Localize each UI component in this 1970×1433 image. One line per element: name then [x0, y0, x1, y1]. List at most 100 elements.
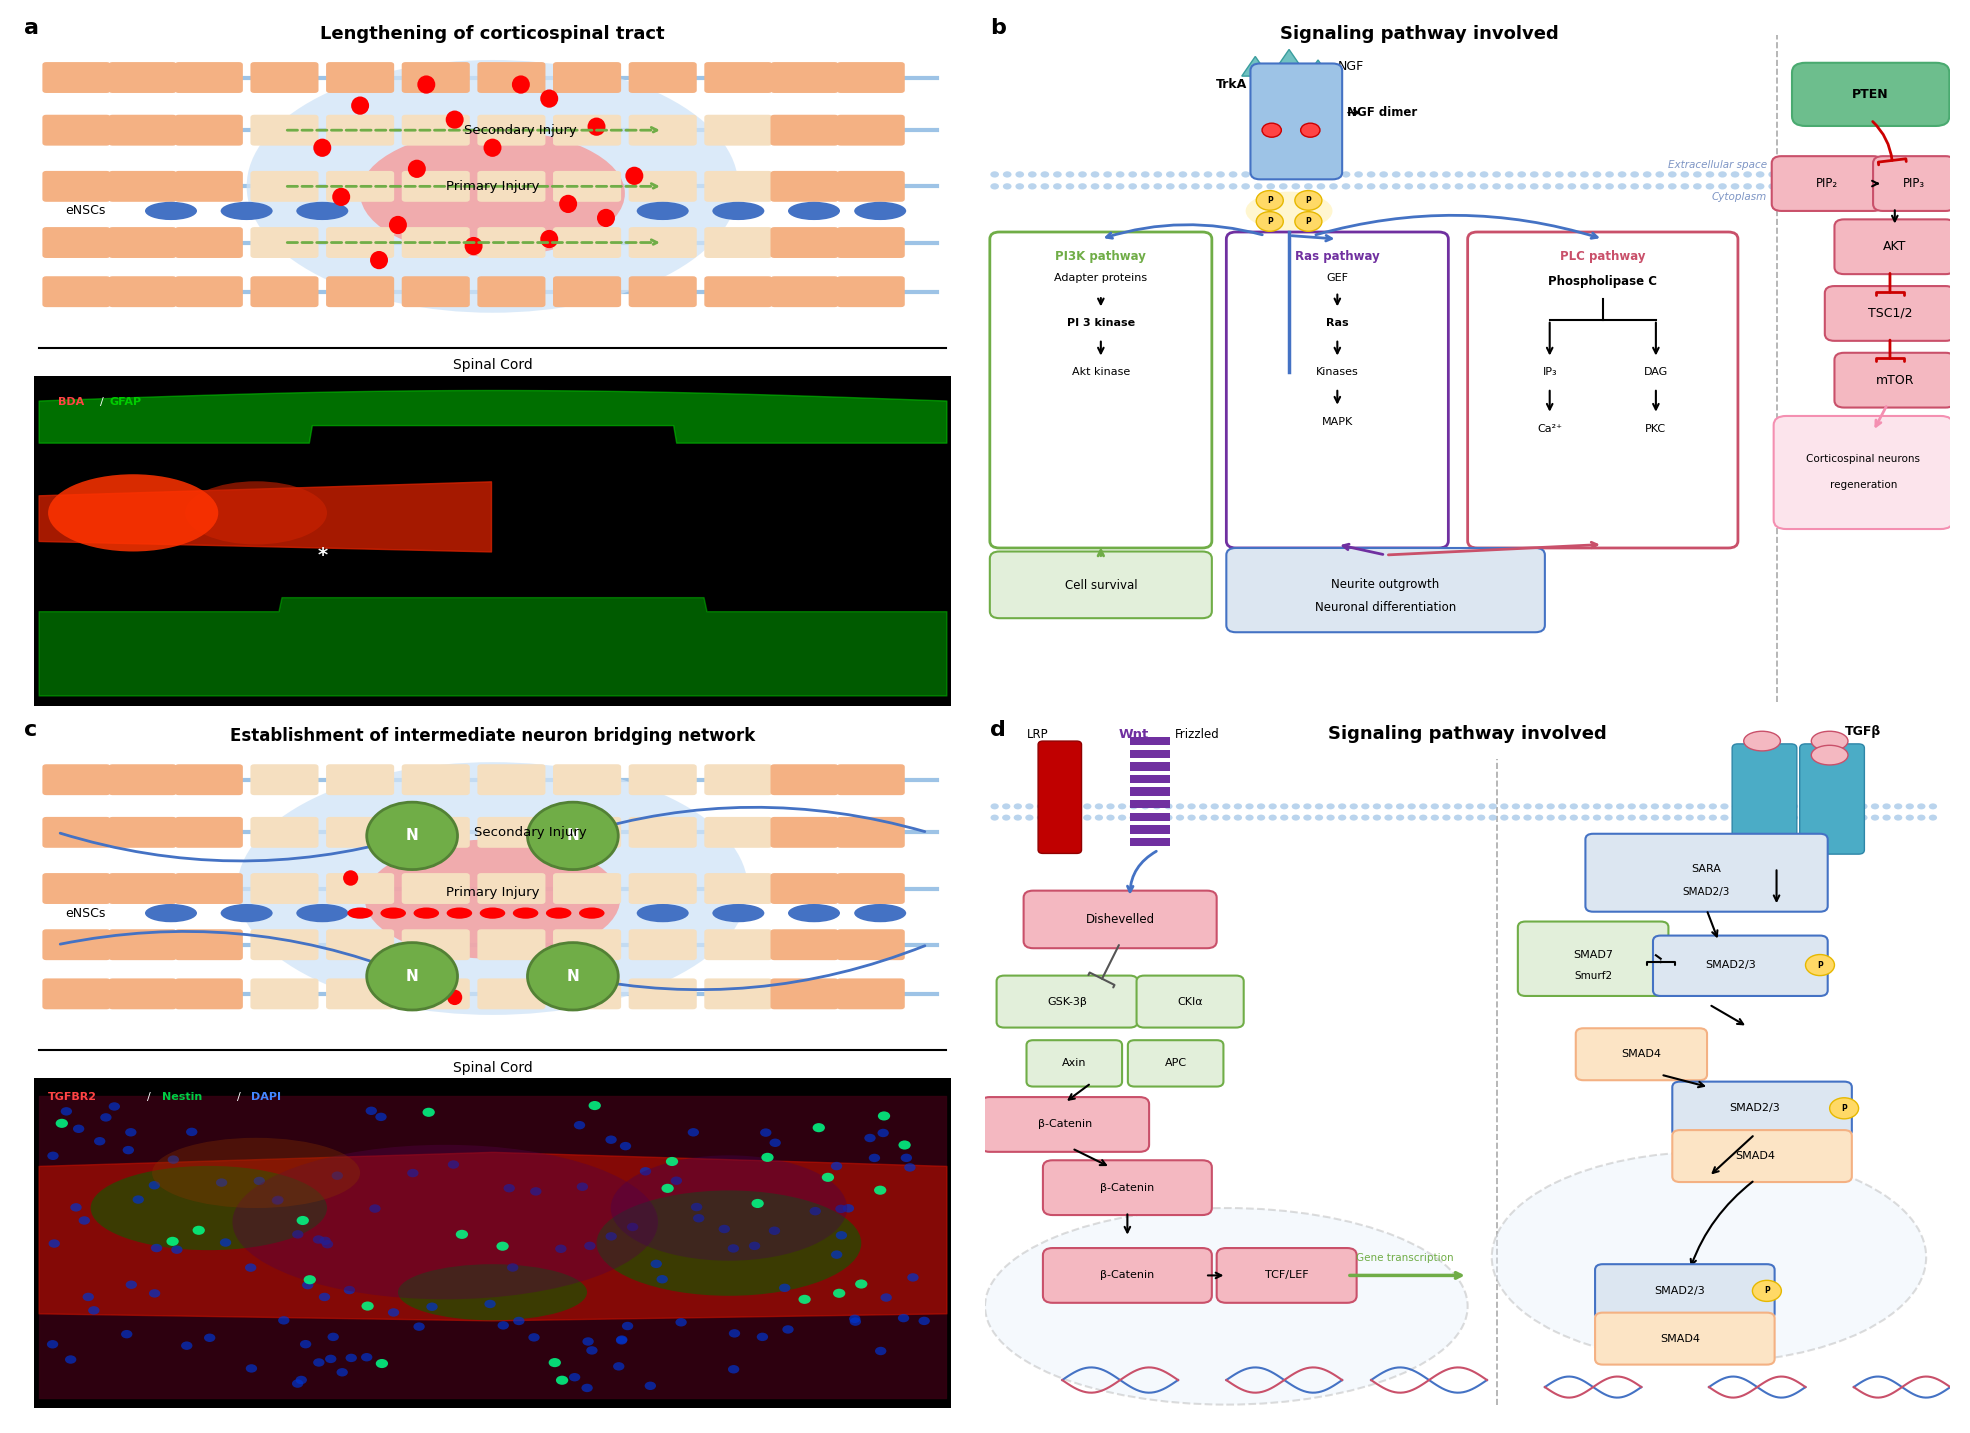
- Ellipse shape: [47, 474, 219, 552]
- Text: Neurite outgrowth: Neurite outgrowth: [1332, 577, 1440, 590]
- FancyBboxPatch shape: [327, 226, 394, 258]
- Circle shape: [1316, 172, 1326, 178]
- FancyBboxPatch shape: [108, 817, 177, 848]
- FancyBboxPatch shape: [770, 277, 839, 307]
- FancyBboxPatch shape: [43, 62, 110, 93]
- Circle shape: [1479, 183, 1489, 189]
- Circle shape: [1655, 172, 1665, 178]
- Ellipse shape: [546, 907, 571, 919]
- FancyBboxPatch shape: [705, 277, 772, 307]
- Circle shape: [1117, 804, 1127, 810]
- Circle shape: [1651, 814, 1659, 821]
- Circle shape: [810, 1207, 821, 1215]
- FancyBboxPatch shape: [554, 115, 621, 146]
- FancyBboxPatch shape: [770, 764, 839, 795]
- Circle shape: [1361, 814, 1369, 821]
- Circle shape: [65, 1356, 77, 1364]
- Ellipse shape: [370, 251, 388, 269]
- Circle shape: [504, 1184, 514, 1192]
- Text: PI 3 kinase: PI 3 kinase: [1068, 318, 1135, 328]
- Text: Kinases: Kinases: [1316, 367, 1359, 377]
- Circle shape: [1743, 804, 1751, 810]
- Text: SMAD2/3: SMAD2/3: [1655, 1285, 1706, 1295]
- FancyBboxPatch shape: [705, 979, 772, 1009]
- Circle shape: [1594, 804, 1602, 810]
- FancyBboxPatch shape: [628, 979, 697, 1009]
- FancyBboxPatch shape: [43, 277, 110, 307]
- FancyBboxPatch shape: [402, 764, 469, 795]
- Circle shape: [1300, 123, 1320, 138]
- FancyBboxPatch shape: [837, 929, 904, 960]
- Circle shape: [1582, 814, 1590, 821]
- Circle shape: [1594, 814, 1602, 821]
- Circle shape: [569, 1373, 581, 1381]
- Ellipse shape: [152, 1138, 361, 1208]
- FancyBboxPatch shape: [43, 817, 110, 848]
- Circle shape: [1141, 172, 1150, 178]
- Circle shape: [1615, 804, 1625, 810]
- FancyBboxPatch shape: [250, 171, 319, 202]
- Text: Frizzled: Frizzled: [1174, 728, 1219, 741]
- Circle shape: [1781, 172, 1789, 178]
- Circle shape: [1627, 814, 1635, 821]
- Circle shape: [1430, 814, 1438, 821]
- Circle shape: [1743, 183, 1751, 189]
- Circle shape: [1342, 183, 1349, 189]
- Text: eNSCs: eNSCs: [65, 907, 106, 920]
- Ellipse shape: [296, 202, 349, 221]
- Circle shape: [414, 1323, 426, 1331]
- Circle shape: [1706, 172, 1714, 178]
- Circle shape: [1326, 804, 1336, 810]
- Circle shape: [1929, 814, 1937, 821]
- Circle shape: [1732, 172, 1740, 178]
- FancyBboxPatch shape: [989, 232, 1212, 547]
- FancyBboxPatch shape: [705, 226, 772, 258]
- Ellipse shape: [579, 907, 605, 919]
- Ellipse shape: [788, 904, 839, 923]
- Circle shape: [1631, 183, 1639, 189]
- Circle shape: [727, 1244, 739, 1252]
- Circle shape: [719, 1225, 731, 1234]
- Circle shape: [528, 1333, 540, 1341]
- Bar: [1131, 787, 1170, 795]
- FancyBboxPatch shape: [402, 62, 469, 93]
- Circle shape: [875, 1347, 887, 1356]
- Circle shape: [749, 1241, 760, 1250]
- Circle shape: [1604, 804, 1613, 810]
- Circle shape: [1373, 804, 1381, 810]
- Ellipse shape: [333, 188, 351, 206]
- FancyBboxPatch shape: [628, 62, 697, 93]
- Circle shape: [217, 1178, 227, 1187]
- FancyBboxPatch shape: [1217, 1248, 1357, 1303]
- Circle shape: [1154, 172, 1162, 178]
- Circle shape: [89, 1305, 100, 1314]
- FancyBboxPatch shape: [554, 873, 621, 904]
- Circle shape: [272, 1197, 284, 1205]
- FancyBboxPatch shape: [43, 979, 110, 1009]
- Text: PTEN: PTEN: [1852, 87, 1889, 100]
- Circle shape: [1769, 172, 1777, 178]
- FancyBboxPatch shape: [628, 764, 697, 795]
- Circle shape: [1241, 172, 1251, 178]
- Circle shape: [662, 1184, 674, 1192]
- FancyBboxPatch shape: [250, 62, 319, 93]
- Ellipse shape: [414, 907, 439, 919]
- Circle shape: [181, 1341, 193, 1350]
- Circle shape: [693, 1214, 705, 1222]
- Circle shape: [1379, 183, 1389, 189]
- Ellipse shape: [713, 202, 764, 221]
- Text: regeneration: regeneration: [1830, 480, 1897, 490]
- Circle shape: [1072, 814, 1080, 821]
- Circle shape: [1454, 172, 1464, 178]
- Text: SARA: SARA: [1692, 864, 1722, 874]
- Circle shape: [1468, 183, 1476, 189]
- FancyBboxPatch shape: [402, 929, 469, 960]
- FancyBboxPatch shape: [554, 929, 621, 960]
- FancyBboxPatch shape: [108, 62, 177, 93]
- Circle shape: [1066, 183, 1074, 189]
- Circle shape: [528, 943, 619, 1010]
- Circle shape: [1917, 814, 1925, 821]
- Circle shape: [1257, 814, 1265, 821]
- Ellipse shape: [343, 870, 359, 886]
- Circle shape: [1779, 814, 1787, 821]
